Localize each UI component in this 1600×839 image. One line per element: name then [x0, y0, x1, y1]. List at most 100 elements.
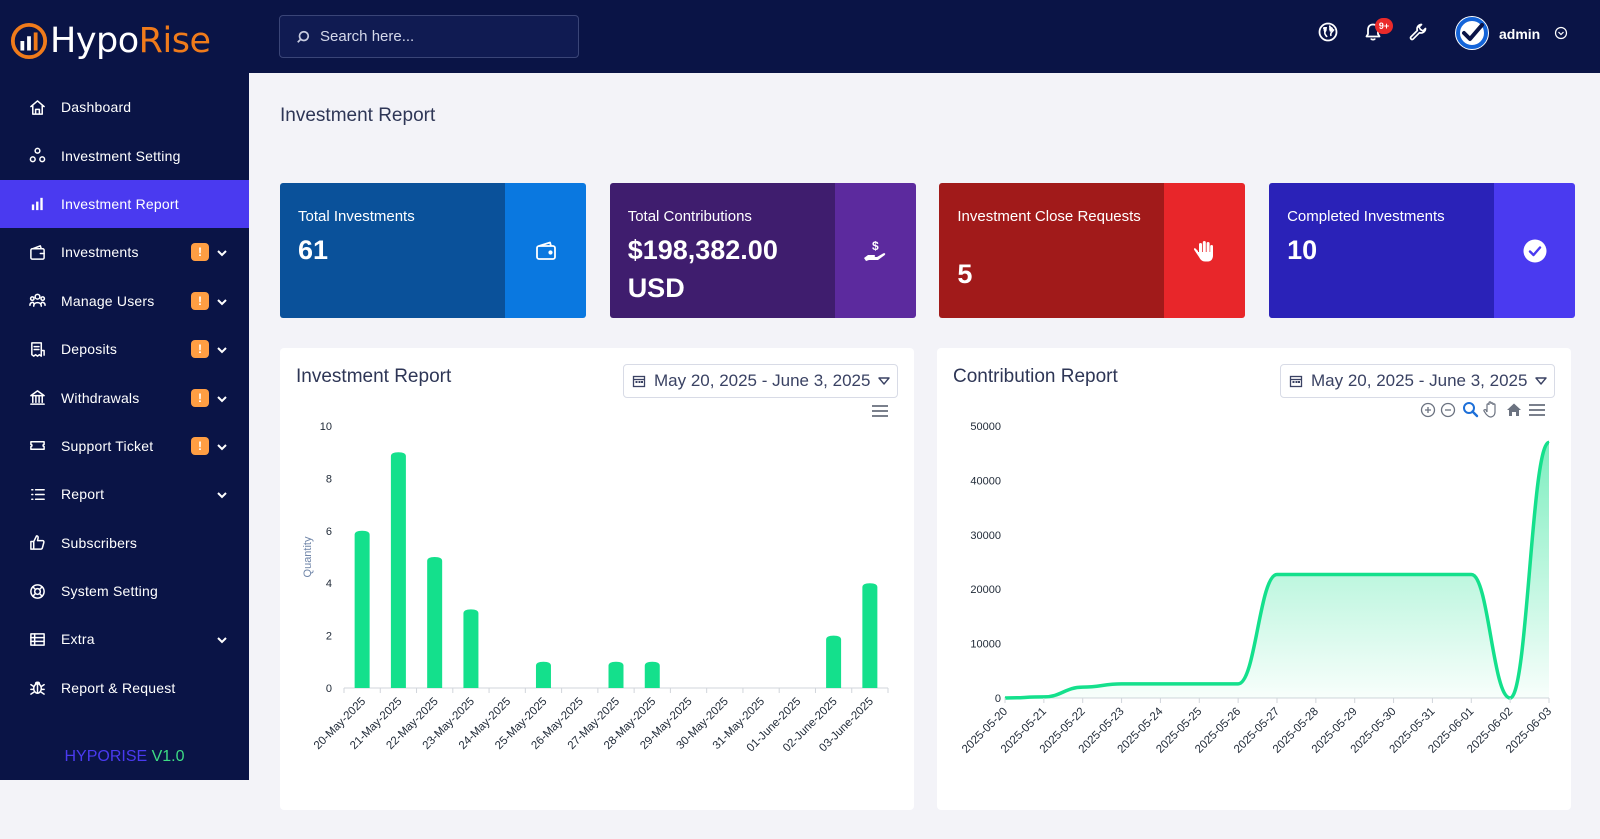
lifebuoy-icon	[28, 582, 46, 600]
area-series-line[interactable]	[1004, 440, 1551, 700]
data-point[interactable]	[1470, 574, 1472, 576]
stat-card-label: Total Contributions	[627, 208, 752, 225]
bar[interactable]	[535, 661, 551, 688]
y-tick-label: 8	[326, 473, 332, 485]
chart-menu-icon[interactable]	[1529, 404, 1545, 416]
zoom-selection-icon[interactable]	[1463, 402, 1479, 418]
sidebar-item-dashboard[interactable]: Dashboard	[0, 83, 249, 131]
data-point[interactable]	[1276, 574, 1278, 576]
sidebar-item-investment-report[interactable]: Investment Report	[0, 179, 249, 229]
nodes-icon	[28, 147, 46, 165]
chevron-down-icon[interactable]	[216, 633, 228, 645]
bar[interactable]	[354, 530, 370, 688]
bar[interactable]	[862, 583, 878, 688]
stat-card-value: $198,382.00 USD	[627, 235, 778, 303]
search-box[interactable]	[279, 15, 579, 58]
sidebar-nav: Dashboard Investment Setting Investment Re…	[0, 83, 249, 712]
sidebar-item-withdrawals[interactable]: Withdrawals!	[0, 373, 249, 421]
data-point[interactable]	[1548, 441, 1550, 443]
stat-card-completed-investments[interactable]: Completed Investments 10	[1269, 183, 1576, 318]
stat-card-body: Completed Investments 10	[1269, 183, 1495, 318]
bar[interactable]	[463, 609, 479, 688]
chart-menu-icon[interactable]	[872, 405, 888, 417]
chevron-down-icon[interactable]	[216, 295, 228, 307]
tools-button[interactable]	[1408, 22, 1430, 44]
zoom-in-icon[interactable]	[1420, 402, 1436, 418]
y-tick-label: 0	[326, 683, 332, 695]
sidebar-item-manage-users[interactable]: Manage Users!	[0, 277, 249, 325]
bar-chart-icon	[28, 195, 46, 213]
notification-count-badge: 9+	[1375, 18, 1393, 34]
bar[interactable]	[427, 557, 443, 688]
search-icon	[297, 30, 310, 43]
avatar[interactable]	[1455, 16, 1489, 50]
data-point[interactable]	[1315, 574, 1317, 576]
globe-icon	[1318, 22, 1338, 42]
bar[interactable]	[826, 635, 842, 688]
chevron-down-circle-icon	[1554, 26, 1568, 40]
chevron-down-icon[interactable]	[216, 440, 228, 452]
bar[interactable]	[608, 661, 624, 688]
bar[interactable]	[390, 452, 406, 688]
data-point[interactable]	[1082, 686, 1084, 688]
stat-card-total-investments[interactable]: Total Investments 61	[280, 183, 586, 318]
contribution-date-range-text: May 20, 2025 - June 3, 2025	[1311, 371, 1528, 390]
y-tick-label: 40000	[970, 475, 1001, 487]
logo-text: HypoRise	[50, 21, 211, 61]
contribution-date-range-picker[interactable]: May 20, 2025 - June 3, 2025	[1280, 364, 1555, 398]
check-circle-icon	[1494, 183, 1576, 318]
stat-card-investment-close-requests[interactable]: Investment Close Requests 5	[939, 183, 1246, 318]
data-point[interactable]	[1393, 574, 1395, 576]
data-point[interactable]	[1237, 683, 1239, 685]
y-tick-label: 30000	[970, 530, 1001, 542]
investment-report-panel: Investment Report May 20, 2025 - June 3,…	[280, 348, 914, 810]
chevron-down-icon[interactable]	[216, 392, 228, 404]
chevron-down-icon[interactable]	[216, 246, 228, 258]
alert-badge: !	[191, 243, 209, 262]
sidebar-item-investment-setting[interactable]: Investment Setting	[0, 131, 249, 179]
chart-toolbar	[1420, 401, 1545, 418]
search-input[interactable]	[320, 28, 570, 45]
data-point[interactable]	[1043, 696, 1045, 698]
thumbs-up-icon	[28, 534, 46, 552]
chevron-down-icon[interactable]	[216, 343, 228, 355]
sidebar-item-report-request[interactable]: Report & Request	[0, 664, 249, 712]
sidebar-item-support-ticket[interactable]: Support Ticket!	[0, 422, 249, 470]
data-point[interactable]	[1121, 683, 1123, 685]
calendar-icon	[632, 375, 646, 388]
bug-icon	[28, 679, 46, 697]
sidebar-item-extra[interactable]: Extra	[0, 615, 249, 663]
chevron-down-icon[interactable]	[216, 488, 228, 500]
stat-card-total-contributions[interactable]: Total Contributions $198,382.00 USD $	[609, 183, 916, 318]
bar[interactable]	[644, 661, 660, 688]
investment-date-range-picker[interactable]: May 20, 2025 - June 3, 2025	[623, 364, 898, 398]
data-point[interactable]	[1159, 683, 1161, 685]
app-logo[interactable]: HypoRise	[10, 18, 211, 64]
sidebar-item-label: Subscribers	[61, 534, 138, 551]
notifications-button[interactable]: 9+	[1363, 18, 1393, 44]
pan-hand-icon[interactable]	[1483, 401, 1496, 418]
sidebar-item-label: Withdrawals	[61, 389, 140, 406]
wrench-icon	[1409, 23, 1427, 41]
zoom-out-icon[interactable]	[1440, 402, 1456, 418]
ticket-icon	[28, 437, 46, 455]
hand-stop-icon	[1164, 183, 1246, 318]
data-point[interactable]	[1354, 574, 1356, 576]
sidebar-item-report[interactable]: Report	[0, 470, 249, 518]
user-menu-chevron[interactable]	[1554, 26, 1568, 40]
user-name[interactable]: admin	[1499, 26, 1541, 42]
stat-card-body: Investment Close Requests 5	[939, 183, 1165, 318]
data-point[interactable]	[1431, 574, 1433, 576]
hand-coin-icon: $	[834, 183, 916, 318]
data-point[interactable]	[1198, 683, 1200, 685]
contribution-report-panel: Contribution Report May 20, 2025 - June …	[937, 348, 1571, 810]
list-icon	[28, 485, 46, 503]
reset-home-icon[interactable]	[1507, 403, 1521, 417]
sidebar-item-system-setting[interactable]: System Setting	[0, 567, 249, 615]
investment-panel-title: Investment Report	[296, 366, 452, 387]
sidebar-item-investments[interactable]: Investments!	[0, 228, 249, 276]
globe-button[interactable]	[1318, 22, 1340, 44]
sidebar-item-subscribers[interactable]: Subscribers	[0, 519, 249, 567]
sidebar-item-deposits[interactable]: Deposits!	[0, 325, 249, 373]
home-icon	[28, 98, 46, 116]
